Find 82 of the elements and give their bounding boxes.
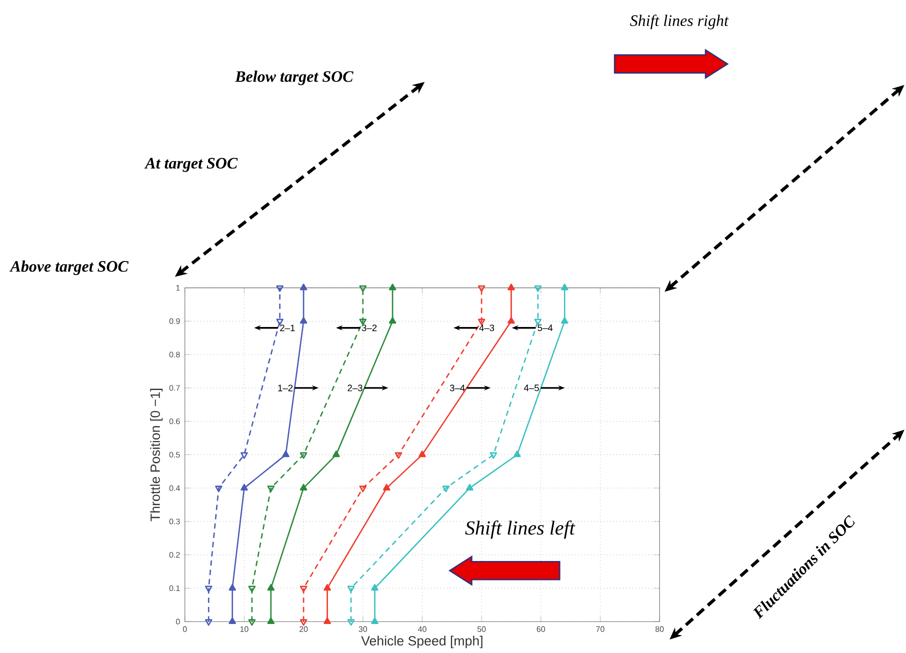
point xyxy=(560,317,568,324)
point xyxy=(240,484,248,491)
text: Below target SOC xyxy=(234,70,354,86)
y-axis-title: Throttle Position [0 −1] xyxy=(150,388,163,522)
y-tick-label: 0.5 xyxy=(169,452,180,458)
series-label: 4–3 xyxy=(479,324,494,332)
series-label: 2–3 xyxy=(348,384,362,392)
point xyxy=(240,452,248,460)
text: Above target SOC xyxy=(9,260,129,276)
point xyxy=(276,286,284,292)
series-label: 1–2 xyxy=(278,384,293,392)
point xyxy=(204,586,212,593)
point xyxy=(508,284,515,290)
point xyxy=(324,584,331,591)
x-tick-label: 0 xyxy=(182,626,187,632)
point xyxy=(215,486,222,492)
point xyxy=(359,286,367,292)
x-tick-label: 60 xyxy=(536,626,546,632)
point xyxy=(300,317,308,324)
y-tick-label: 0.1 xyxy=(169,586,180,592)
point xyxy=(300,484,308,491)
y-tick-label: 0.8 xyxy=(169,352,180,358)
series-label: 3–4 xyxy=(450,384,465,392)
y-tick-label: 0 xyxy=(176,618,180,625)
point xyxy=(267,486,275,492)
point xyxy=(347,586,355,593)
point xyxy=(371,618,378,624)
series-label: 4–5 xyxy=(524,384,539,392)
y-tick-label: 0.3 xyxy=(169,518,180,524)
series-label: 3–2 xyxy=(362,324,377,332)
point xyxy=(228,618,236,624)
point xyxy=(300,619,308,626)
x-tick-label: 70 xyxy=(596,626,604,632)
point xyxy=(514,450,521,458)
point xyxy=(248,619,256,626)
text: At target SOC xyxy=(144,158,238,172)
point xyxy=(228,584,236,591)
x-tick-label: 10 xyxy=(240,626,248,632)
point xyxy=(300,452,308,460)
point xyxy=(382,484,390,491)
x-tick-label: 30 xyxy=(358,626,368,632)
point xyxy=(359,318,367,326)
y-tick-label: 1 xyxy=(176,285,180,291)
series-label: 5–4 xyxy=(538,324,553,332)
annotation: Shift lines left xyxy=(465,520,576,539)
y-tick-label: 0.6 xyxy=(169,418,180,424)
x-tick-label: 40 xyxy=(418,626,426,632)
x-tick-label: 80 xyxy=(655,626,664,632)
point xyxy=(267,618,275,624)
x-axis-title: Vehicle Speed [mph] xyxy=(361,636,482,648)
point xyxy=(560,284,568,290)
x-tick-label: 20 xyxy=(300,626,308,632)
series-label: 2–1 xyxy=(280,324,295,332)
point xyxy=(282,450,290,458)
point xyxy=(324,618,331,624)
point xyxy=(508,317,515,324)
point xyxy=(418,450,426,458)
point xyxy=(442,486,450,492)
point xyxy=(347,619,355,626)
point xyxy=(388,317,396,324)
point xyxy=(534,318,542,326)
point xyxy=(478,286,486,292)
text: Shift lines right xyxy=(630,14,729,30)
point xyxy=(466,484,474,491)
point xyxy=(534,286,542,292)
point xyxy=(300,284,308,290)
point xyxy=(359,486,367,492)
point xyxy=(490,452,498,460)
point xyxy=(248,586,256,593)
point xyxy=(267,584,275,591)
point xyxy=(300,586,308,593)
y-tick-label: 0.7 xyxy=(169,385,180,391)
point xyxy=(371,584,378,591)
point xyxy=(332,450,340,458)
point xyxy=(276,318,284,326)
point xyxy=(204,619,212,626)
x-tick-label: 50 xyxy=(477,626,486,632)
point xyxy=(388,284,396,290)
y-tick-label: 0.9 xyxy=(169,318,180,324)
y-tick-label: 0.4 xyxy=(169,485,180,492)
y-tick-label: 0.2 xyxy=(169,552,180,558)
point xyxy=(394,452,402,460)
